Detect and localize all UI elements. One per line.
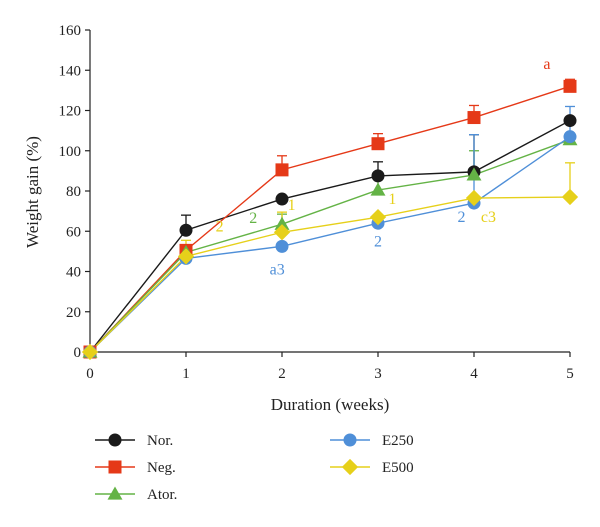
- data-point: [275, 163, 289, 177]
- annotations: a 2 2 1 a3 1 2 2 c3: [216, 56, 551, 278]
- data-point: [466, 167, 482, 181]
- data-point: [465, 189, 483, 207]
- x-tick-label: 1: [182, 366, 190, 382]
- x-axis-label: Duration (weeks): [271, 395, 390, 414]
- x-tick-label: 2: [278, 366, 286, 382]
- x-tick-label: 5: [566, 366, 574, 382]
- legend-label: E250: [382, 433, 414, 449]
- data-point: [467, 111, 481, 125]
- legend-label: Ator.: [147, 487, 177, 503]
- data-point: [273, 224, 291, 241]
- data-point: [370, 182, 386, 196]
- annotation-label: 1: [388, 191, 396, 208]
- legend-label: Nor.: [147, 433, 173, 449]
- data-point: [275, 192, 289, 206]
- annotation-label: c3: [481, 209, 496, 226]
- legend: Nor. Neg. Ator. E250 E500: [95, 433, 414, 503]
- y-tick-label: 60: [66, 224, 81, 240]
- annotation-label: a: [543, 56, 550, 73]
- legend-marker: [108, 433, 122, 447]
- x-tick-label: 0: [86, 366, 94, 382]
- legend-label: Neg.: [147, 460, 176, 476]
- y-tick-label: 160: [59, 23, 82, 39]
- legend-marker: [343, 433, 357, 447]
- data-point: [81, 343, 99, 361]
- data-point: [561, 188, 579, 206]
- y-tick-label: 120: [59, 104, 82, 120]
- legend-marker: [341, 458, 359, 476]
- data-point: [563, 130, 577, 144]
- data-point: [369, 209, 387, 226]
- legend-marker: [108, 460, 122, 474]
- series-line: [89, 85, 571, 353]
- series-markers: [81, 79, 579, 361]
- data-point: [563, 114, 577, 128]
- annotation-label: 1: [288, 197, 296, 214]
- x-tick-label: 4: [470, 366, 478, 382]
- data-point: [371, 137, 385, 151]
- legend-marker: [107, 486, 123, 500]
- data-point: [179, 223, 193, 237]
- series-line: [89, 136, 571, 353]
- data-point: [177, 248, 195, 265]
- data-point: [275, 239, 289, 253]
- series-lines: [89, 85, 571, 353]
- series-line: [89, 196, 571, 353]
- y-tick-label: 100: [59, 144, 82, 160]
- annotation-label: 2: [249, 210, 257, 227]
- annotation-label: 2: [458, 209, 466, 226]
- legend-label: E500: [382, 460, 414, 476]
- x-tick-label: 3: [374, 366, 382, 382]
- axes: 0 20 40 60 80 100 120 140 160 0 1 2 3 4 5: [59, 23, 574, 382]
- y-tick-label: 20: [66, 305, 81, 321]
- y-tick-label: 140: [59, 63, 82, 79]
- y-tick-label: 40: [66, 265, 81, 281]
- y-axis-label: Weight gain (%): [23, 136, 42, 248]
- error-bars: [181, 78, 575, 257]
- series-line: [89, 119, 571, 353]
- data-point: [371, 169, 385, 183]
- data-point: [274, 216, 290, 230]
- data-point: [563, 79, 577, 93]
- annotation-label: 2: [374, 233, 382, 250]
- annotation-label: a3: [270, 262, 285, 279]
- annotation-label: 2: [216, 218, 224, 235]
- y-tick-label: 0: [74, 345, 82, 361]
- y-tick-label: 80: [66, 184, 81, 200]
- series-line: [89, 139, 571, 353]
